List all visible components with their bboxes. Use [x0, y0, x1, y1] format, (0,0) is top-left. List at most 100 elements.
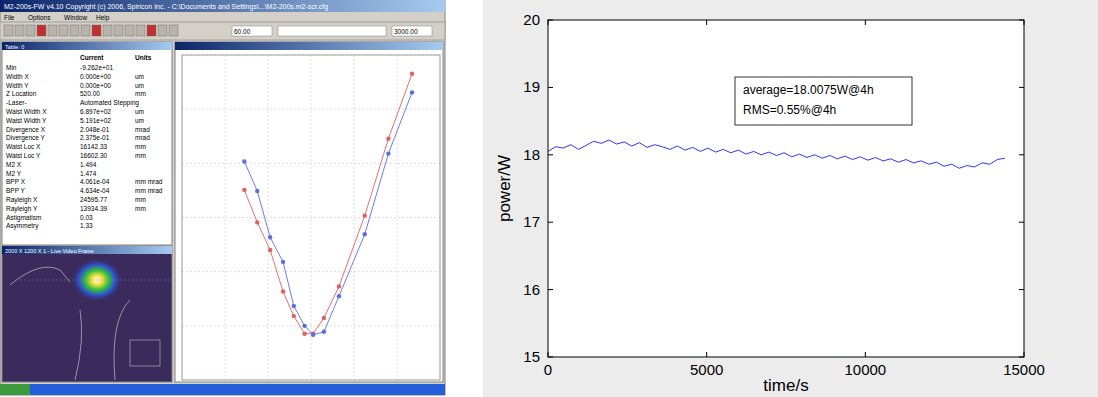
- table-cell: 520.00: [80, 90, 100, 97]
- video-title: 2000 X 1200 X 1 - Live Video Frame: [5, 248, 94, 254]
- marker: [302, 324, 306, 328]
- marker: [337, 294, 341, 298]
- marker: [255, 189, 259, 193]
- table-cell: 1.494: [80, 161, 97, 168]
- table-cell: 4.061e-04: [80, 178, 110, 185]
- marker: [292, 304, 296, 308]
- marker: [311, 333, 315, 337]
- screenshot: M2-200s-FW v4.10 Copyright (c) 2006, Spi…: [0, 0, 445, 395]
- window: [0, 0, 445, 395]
- marker: [292, 314, 296, 318]
- grid-line: [182, 109, 440, 110]
- table-cell: Z Location: [6, 90, 37, 97]
- tick: [548, 87, 553, 88]
- tick-label: 15: [523, 348, 540, 365]
- table-cell: um: [135, 82, 144, 89]
- marker: [386, 136, 390, 140]
- chart-window: [175, 42, 443, 382]
- field-text: 60.00: [234, 28, 251, 35]
- marker: [281, 289, 285, 293]
- menu-item: File: [4, 14, 15, 21]
- tool-button: [48, 25, 57, 36]
- tool-button: [4, 25, 13, 36]
- marker: [363, 232, 367, 236]
- marker: [322, 330, 326, 334]
- tick: [1019, 154, 1024, 155]
- tool-button: [158, 25, 167, 36]
- chart: [182, 55, 440, 380]
- start-button: [0, 384, 30, 395]
- field: [232, 26, 272, 36]
- table-cell: 1.474: [80, 170, 97, 177]
- field: [278, 26, 386, 36]
- tool-button: [26, 25, 35, 36]
- taskbar: [0, 384, 445, 395]
- table-cell: Automated Stepping: [80, 99, 139, 107]
- menu-item: Options: [28, 14, 51, 22]
- table-cell: -9.262e+01: [80, 64, 113, 71]
- table-cell: mm: [135, 143, 146, 150]
- title-bar: [0, 0, 445, 12]
- marker: [410, 90, 414, 94]
- tool-button: [125, 25, 134, 36]
- table-cell: Waist Loc X: [6, 143, 41, 150]
- table-cell: mm mrad: [135, 178, 163, 185]
- tick: [548, 357, 553, 358]
- tick: [1024, 352, 1025, 357]
- marker: [363, 213, 367, 217]
- marker: [410, 71, 414, 75]
- grid-line: [397, 55, 398, 380]
- table-cell: BPP Y: [6, 187, 26, 194]
- series-line: [244, 74, 412, 334]
- tick: [548, 222, 553, 223]
- tick-label: 10000: [844, 361, 886, 378]
- marker: [322, 316, 326, 320]
- roi-box: [130, 340, 160, 366]
- table-cell: 0.000e+00: [80, 73, 111, 80]
- y-axis-label: power/W: [495, 155, 514, 222]
- page: M2-200s-FW v4.10 Copyright (c) 2006, Spi…: [0, 0, 1098, 397]
- table-cell: 2.375e-01: [80, 134, 110, 141]
- table-cell: 0.000e+00: [80, 82, 111, 89]
- data-group: [242, 71, 414, 336]
- tool-button: [136, 25, 145, 36]
- series-line: [548, 140, 1005, 168]
- marker: [268, 235, 272, 239]
- field-text: 3000.00: [394, 28, 418, 35]
- series-line: [244, 92, 412, 334]
- table-cell: 16142.33: [80, 143, 107, 150]
- menu-item: Help: [96, 14, 110, 22]
- tick-label: 18: [523, 146, 540, 163]
- marker: [386, 151, 390, 155]
- table-cell: M2 X: [6, 161, 22, 168]
- menu-item: Window: [64, 14, 87, 21]
- tick: [548, 352, 549, 357]
- table-header: Units: [135, 54, 152, 61]
- grid-line: [182, 325, 440, 326]
- table-cell: Min: [6, 64, 17, 71]
- toolbar: [0, 22, 445, 40]
- annotation-box: [735, 77, 912, 125]
- table-cell: mm: [135, 90, 146, 97]
- table-cell: 16602.30: [80, 152, 107, 159]
- plot-area: [182, 55, 440, 380]
- grid-line: [225, 55, 226, 380]
- tick-label: 20: [523, 11, 540, 28]
- table-cell: 13934.39: [80, 205, 107, 212]
- marker: [255, 220, 259, 224]
- title-text: M2-200s-FW v4.10 Copyright (c) 2006, Spi…: [4, 3, 328, 11]
- table-cell: um: [135, 108, 144, 115]
- grid-line: [182, 271, 440, 272]
- marker: [302, 331, 306, 335]
- field: [392, 26, 432, 36]
- table-cell: Waist Width Y: [6, 117, 47, 124]
- video-title-bar: [2, 246, 172, 254]
- table-title-bar: [2, 42, 172, 50]
- tool-button: [147, 25, 156, 36]
- table-cell: Divergence X: [6, 126, 46, 134]
- table-cell: 6.897e+02: [80, 108, 111, 115]
- table-cell: Asymmetry: [6, 222, 39, 230]
- tick: [1024, 20, 1025, 25]
- tick: [865, 352, 866, 357]
- video-window: [2, 246, 172, 382]
